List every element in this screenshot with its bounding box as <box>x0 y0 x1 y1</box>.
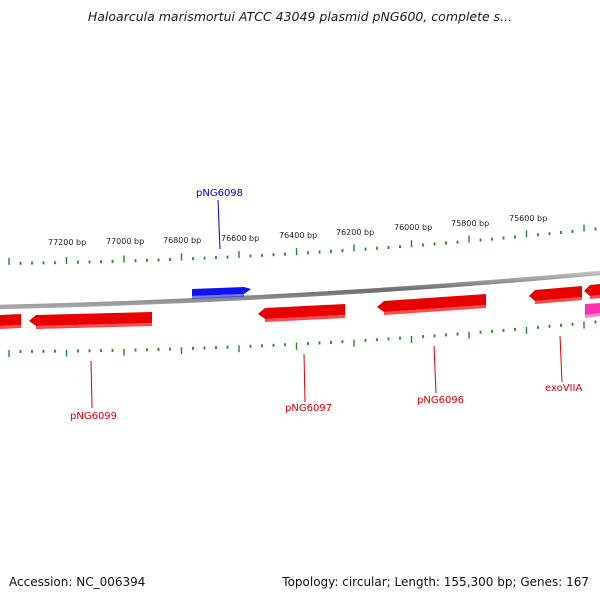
gene-right-edge[interactable] <box>584 284 600 299</box>
gene-pNG6096[interactable] <box>377 294 486 315</box>
gene-label-pNG6098[interactable]: pNG6098 <box>196 188 243 199</box>
plasmid-backbone <box>0 270 600 310</box>
gene-label-pNG6099[interactable]: pNG6099 <box>70 411 117 422</box>
gene-pNG6099[interactable] <box>29 312 152 329</box>
position-label: 77200 bp <box>48 238 86 247</box>
accession-text: Accession: NC_006394 <box>9 575 146 589</box>
position-label: 75800 bp <box>451 219 489 228</box>
gene-label-pNG6097[interactable]: pNG6097 <box>285 403 332 414</box>
position-labels: 77200 bp 77000 bp 76800 bp 76600 bp 7640… <box>48 214 547 247</box>
position-label: 75600 bp <box>509 214 547 223</box>
position-label: 76800 bp <box>163 236 201 245</box>
gene-exoVIIA[interactable] <box>529 286 582 304</box>
gene-labels: pNG6098 pNG6099 pNG6097 pNG6096 exoVIIA <box>70 188 582 422</box>
callout-lines <box>90 199 563 409</box>
rna-gene-right-edge[interactable] <box>585 303 600 318</box>
gene-pNG6097[interactable] <box>258 304 345 322</box>
genome-summary-text: Topology: circular; Length: 155,300 bp; … <box>282 575 589 589</box>
inner-tick-track <box>8 320 597 357</box>
position-label: 76600 bp <box>221 234 259 243</box>
gene-label-exoVIIA[interactable]: exoVIIA <box>545 383 582 394</box>
gene-pNG6098[interactable] <box>192 287 251 299</box>
outer-tick-track <box>8 224 597 265</box>
page-title: Haloarcula marismortui ATCC 43049 plasmi… <box>87 9 513 24</box>
position-label: 76000 bp <box>394 223 432 232</box>
position-label: 76200 bp <box>336 228 374 237</box>
position-label: 76400 bp <box>279 231 317 240</box>
gene-label-pNG6096[interactable]: pNG6096 <box>417 395 464 406</box>
position-label: 77000 bp <box>106 237 144 246</box>
gene-left-edge[interactable] <box>0 314 21 329</box>
